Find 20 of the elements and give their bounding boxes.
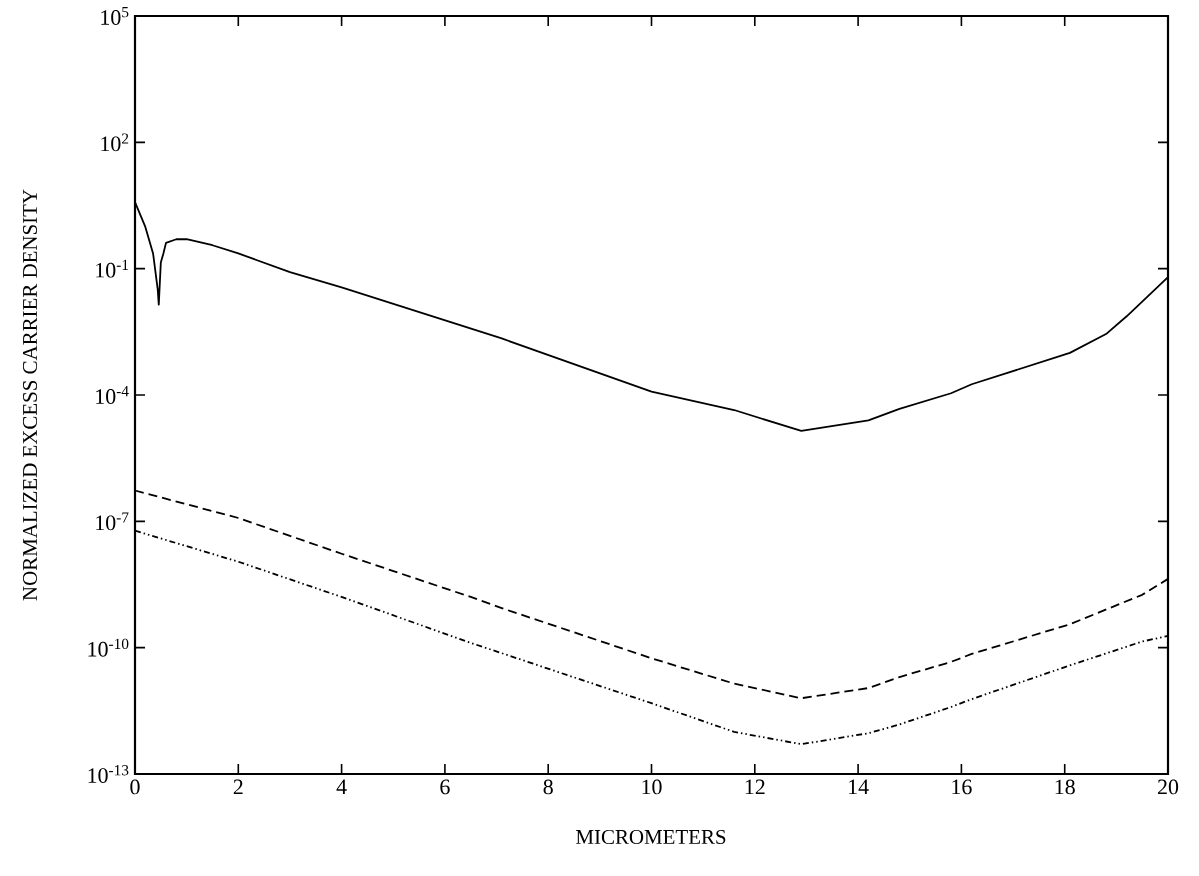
x-tick-label: 2 [233, 779, 243, 795]
x-tick-label: 18 [1055, 779, 1075, 795]
x-tick-label: 14 [849, 779, 869, 794]
x-tick-label: 20 [1158, 779, 1179, 795]
x-tick-label: 10 [642, 779, 662, 795]
y-tick-label: 10$^{-4}$ [96, 386, 129, 404]
y-tick-label: 10$^{-7}$ [96, 512, 129, 531]
x-tick-label: 16 [952, 779, 972, 795]
x-tick-label: 6 [440, 779, 450, 795]
x-tick-label: 12 [745, 779, 765, 795]
x-tick-label: 4 [336, 779, 347, 794]
y-tick-label: 10$^{5}$ [101, 7, 129, 25]
y-axis-title: NORMALIZED EXCESS CARRIER DENSITY [22, 189, 38, 601]
y-tick-label: 10$^{-13}$ [88, 765, 129, 783]
x-tick-label: 0 [130, 779, 140, 795]
y-tick-label: 10$^{-1}$ [96, 259, 129, 278]
x-axis-title: MICROMETERS [576, 829, 726, 845]
x-tick-label: 8 [543, 779, 553, 795]
y-tick-label: 10$^{2}$ [101, 133, 129, 152]
y-tick-label: 10$^{-10}$ [88, 638, 129, 657]
